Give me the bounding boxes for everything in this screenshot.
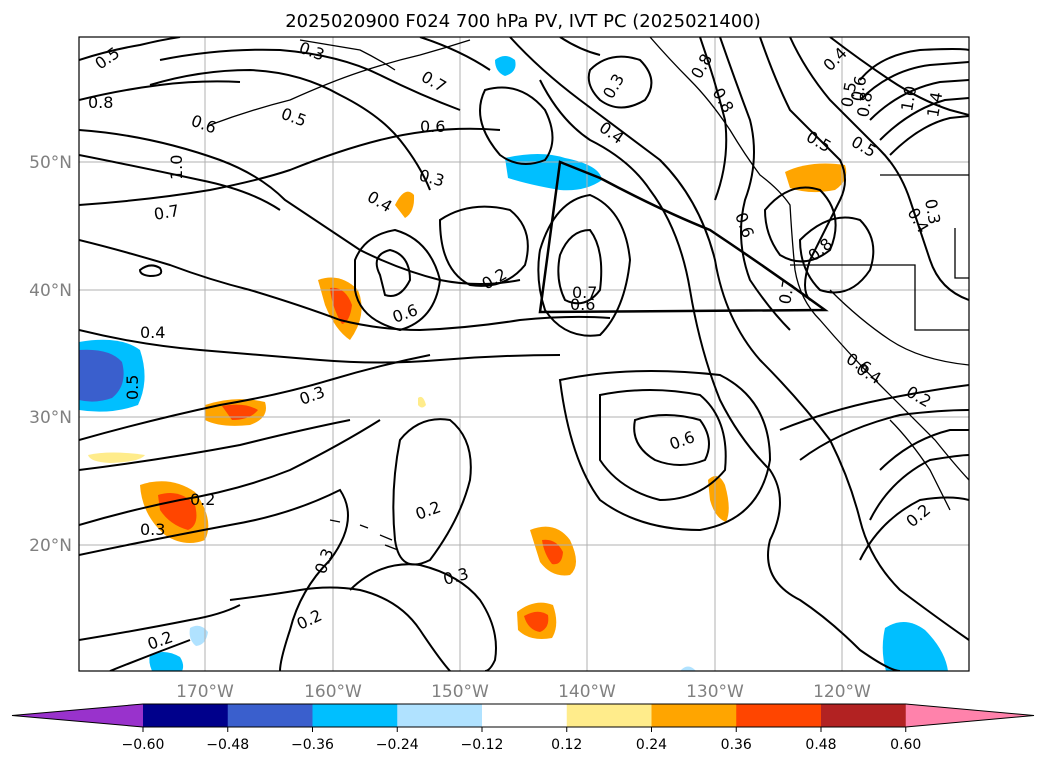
colorbar-segment [312,704,398,727]
colorbar-tick-label: −0.48 [206,737,249,753]
contour-label: 0.6 [420,117,445,136]
lon-label: 150°W [431,682,489,702]
shading-layer [79,56,948,671]
colorbar-tick-label: −0.24 [376,737,419,753]
latitude-labels: 50°N 40°N 30°N 20°N [29,153,72,556]
contour-label: 0.5 [123,375,142,400]
lat-label: 30°N [29,408,72,428]
lon-label: 120°W [813,682,871,702]
contour-label: 0.5 [837,80,860,108]
colorbar-segment [736,704,822,727]
contour-label: 1.4 [923,90,946,118]
contour-label: 1.0 [897,84,920,112]
colorbar-segment [482,704,568,727]
colorbar-segment [397,704,483,727]
map-frame [78,36,970,672]
figure-title: 2025020900 F024 700 hPa PV, IVT PC (2025… [285,11,761,32]
contour-label: 0.8 [853,90,876,118]
colorbar-tick-label: 0.36 [721,737,752,753]
colorbar-segment [821,704,907,727]
colorbar: −0.60 −0.48 −0.36 −0.24 −0.12 0.12 0.24 0.36 0.4… [11,703,1035,753]
lon-label: 160°W [304,682,362,702]
contour-label: 0.3 [140,520,165,539]
lon-label: 140°W [558,682,616,702]
contour-label: 0.4 [140,323,165,342]
contour-label: 0.7 [152,201,180,224]
contour-label: 0.7 [572,283,597,302]
colorbar-tick-label: 0.48 [805,737,836,753]
colorbar-segment [566,704,652,727]
lat-label: 50°N [29,153,72,173]
colorbar-tick-label: 0.24 [636,737,667,753]
colorbar-segment [227,704,313,727]
colorbar-extension-high [905,704,1034,727]
contour-label: 0.7 [775,277,798,305]
lon-label: 130°W [686,682,744,702]
lon-label: 170°W [176,682,234,702]
contour-label: 0.2 [190,490,215,509]
contour-label: 0.6 [847,74,870,102]
region-outline [538,160,829,314]
contour-label: 0.8 [88,93,113,112]
colorbar-tick-label: −0.12 [461,737,504,753]
longitude-labels: 170°W 160°W 150°W 140°W 130°W 120°W [176,682,871,702]
colorbar-tick-label: −0.36 [291,737,334,753]
colorbar-tick-label: 0.60 [890,737,921,753]
contour-label: 1.0 [167,155,186,180]
colorbar-tick-label: −0.60 [122,737,165,753]
colorbar-tick-label: 0.12 [551,737,582,753]
contour-label: 0.3 [921,197,944,225]
colorbar-segment [143,704,229,727]
pv-contours [79,37,969,671]
contour-label: 0.6 [570,295,595,314]
colorbar-segment [651,704,737,727]
colorbar-extension-low [12,704,143,727]
lat-label: 40°N [29,281,72,301]
map-panel: 0.5 0.8 0.6 1.0 0.7 0.4 0.5 0.3 0.2 0.3 … [79,37,969,671]
coastlines [209,37,969,551]
lat-label: 20°N [29,536,72,556]
